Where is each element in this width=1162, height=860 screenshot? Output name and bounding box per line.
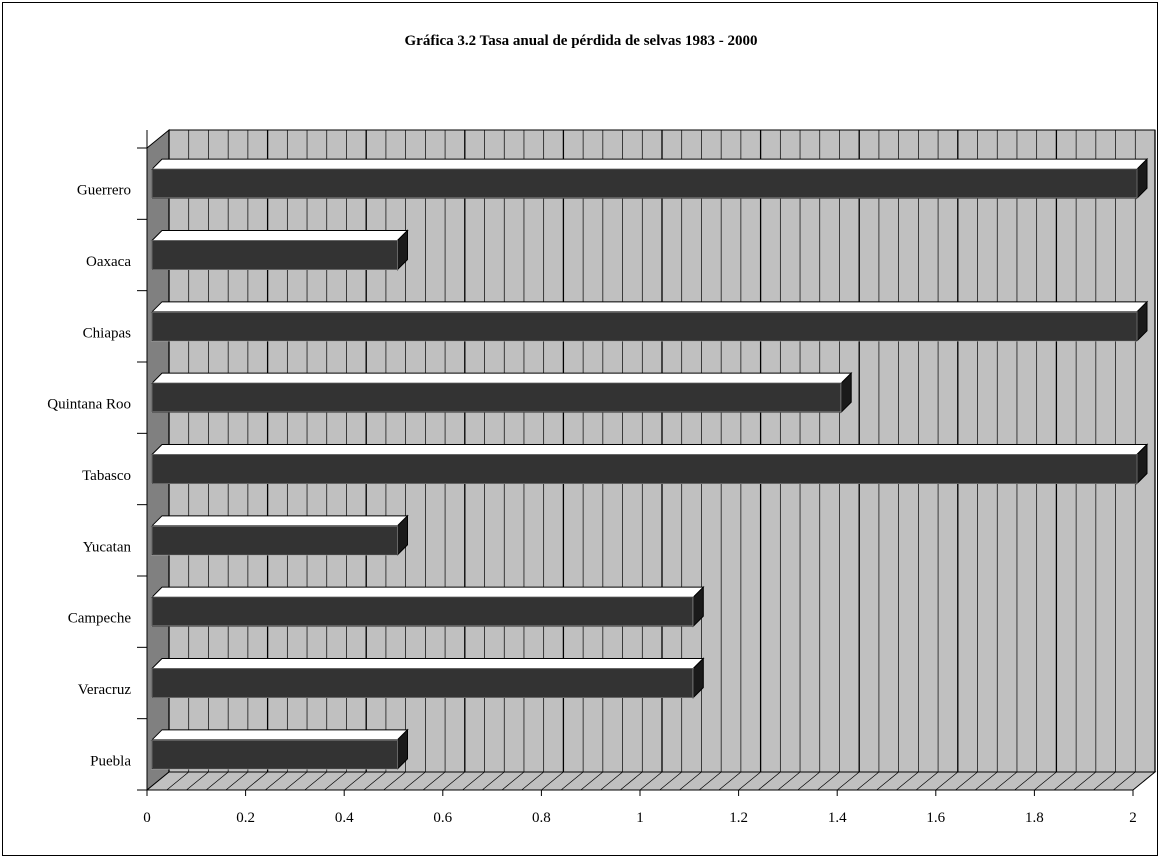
bar-top-face	[150, 729, 409, 741]
floor-gridline	[1113, 771, 1136, 791]
floor-gridline	[639, 771, 663, 791]
floor-gridline	[422, 771, 446, 791]
x-tick-label: 0.6	[433, 810, 452, 826]
bar-top-face	[150, 372, 853, 384]
bar	[151, 168, 1138, 199]
bar-outline	[151, 525, 398, 556]
x-tick-label: 0	[143, 810, 151, 826]
chart-title: Gráfica 3.2 Tasa anual de pérdida de sel…	[404, 33, 758, 49]
floor-gridline	[205, 771, 229, 791]
bar-top-face	[150, 515, 409, 527]
floor-gridline	[1093, 771, 1116, 791]
floor-gridline	[186, 771, 209, 791]
floor-gridline	[797, 771, 820, 791]
y-category-label: Oaxaca	[86, 254, 131, 270]
x-tick-label: 0.4	[335, 810, 354, 826]
floor-gridline	[659, 771, 682, 791]
x-tick-label: 0.2	[236, 810, 255, 826]
floor-gridline	[620, 771, 643, 791]
bar-outline	[151, 739, 398, 770]
bar	[151, 382, 842, 413]
floor-gridline	[915, 771, 939, 791]
floor-gridline	[304, 771, 327, 791]
floor-gridline	[580, 771, 604, 791]
x-tick-label: 1.4	[828, 810, 847, 826]
bar-outline	[151, 382, 842, 413]
floor-gridline	[501, 771, 525, 791]
bar-outline	[151, 311, 1138, 342]
floor-gridline	[718, 771, 742, 791]
bar-top-face	[150, 444, 1149, 455]
floor-gridline	[403, 771, 426, 791]
bar-outline	[151, 168, 1138, 199]
bar-outline	[151, 596, 694, 627]
floor-gridline	[225, 771, 249, 791]
floor-gridline	[856, 771, 880, 791]
floor-gridline	[679, 771, 702, 791]
x-tick-label: 1.6	[926, 810, 945, 826]
y-category-label: Quintana Roo	[47, 397, 131, 413]
floor-gridline	[324, 771, 347, 791]
floor-gridline	[442, 771, 466, 791]
floor-gridline	[994, 771, 1018, 791]
x-tick-label: 1.8	[1025, 810, 1044, 826]
bar-outline	[151, 668, 694, 698]
bar	[151, 311, 1138, 342]
floor-gridline	[1073, 771, 1097, 791]
x-tick-label: 1.2	[729, 810, 748, 826]
bar-top-face	[150, 658, 705, 669]
floor-gridline	[284, 771, 308, 791]
floor-gridline	[383, 771, 406, 791]
y-category-label: Chiapas	[83, 325, 131, 341]
floor-gridline	[698, 771, 722, 791]
floor-gridline	[876, 771, 899, 791]
floor-gridline	[363, 771, 387, 791]
bar-outline	[151, 454, 1138, 484]
bar	[151, 525, 398, 556]
y-category-label: Puebla	[90, 753, 131, 769]
floor-gridline	[1014, 771, 1037, 791]
bar-top-face	[150, 230, 409, 241]
bar	[151, 668, 694, 698]
bar	[151, 596, 694, 627]
floor-gridline	[482, 771, 505, 791]
bar	[151, 240, 398, 270]
x-tick-label: 0.8	[532, 810, 551, 826]
floor-gridline	[265, 771, 288, 791]
bar-top-face	[150, 586, 705, 598]
y-category-label: Veracruz	[78, 682, 132, 698]
floor-gridline	[166, 771, 189, 791]
floor-gridline	[817, 771, 840, 791]
bar-top-face	[150, 301, 1149, 313]
floor-gridline	[975, 771, 998, 791]
floor-gridline	[758, 771, 781, 791]
floor-gridline	[955, 771, 978, 791]
bar	[151, 739, 398, 770]
floor-gridline	[560, 771, 584, 791]
floor-gridline	[521, 771, 544, 791]
floor-gridline	[541, 771, 564, 791]
x-tick-label: 1	[636, 810, 644, 826]
floor-gridline	[935, 771, 959, 791]
floor-gridline	[836, 771, 860, 791]
bar-top-face	[150, 158, 1149, 170]
y-category-label: Yucatan	[83, 539, 132, 555]
floor-gridline	[462, 771, 485, 791]
floor-gridline	[343, 771, 367, 791]
y-category-label: Tabasco	[82, 468, 131, 484]
floor-gridline	[600, 771, 623, 791]
bar	[151, 454, 1138, 484]
bar-outline	[151, 240, 398, 270]
floor-gridline	[1053, 771, 1077, 791]
x-tick-label: 2	[1129, 810, 1137, 826]
y-category-label: Campeche	[68, 611, 132, 627]
floor-gridline	[245, 771, 268, 791]
floor-gridline	[738, 771, 761, 791]
floor-gridline	[1034, 771, 1057, 791]
floor-gridline	[777, 771, 801, 791]
y-category-label: Guerrero	[77, 183, 131, 199]
floor-gridline	[896, 771, 919, 791]
